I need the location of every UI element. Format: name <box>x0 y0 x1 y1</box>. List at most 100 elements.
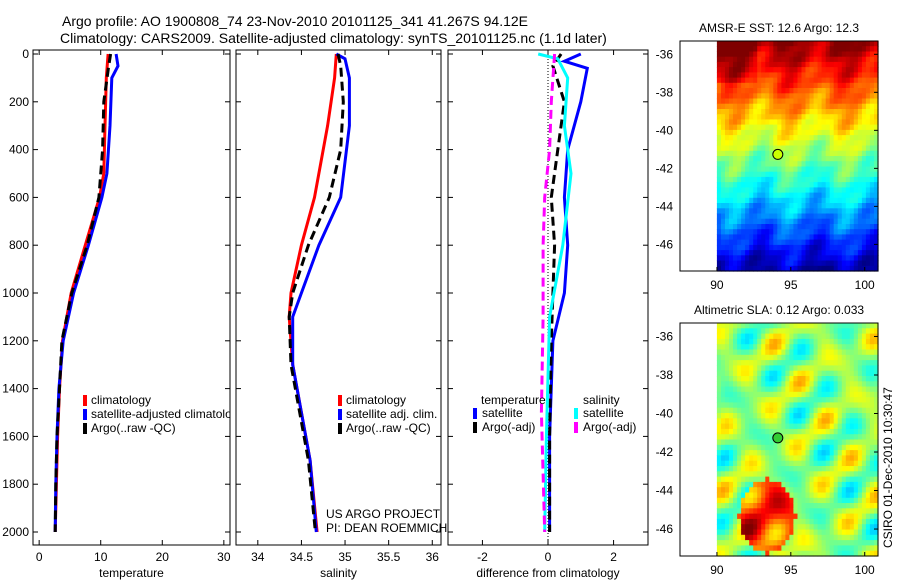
map-cell <box>861 550 867 557</box>
series-temperature-argo-adj- <box>548 53 566 532</box>
map-cell <box>829 455 835 462</box>
map-cell <box>869 187 875 194</box>
map-cell <box>793 444 798 451</box>
map-cell <box>721 460 726 467</box>
map-cell <box>749 250 754 256</box>
map-cell <box>773 250 778 256</box>
map-cell <box>769 471 774 478</box>
map-cell <box>861 540 867 546</box>
map-cell <box>721 260 726 267</box>
map-cell <box>813 103 819 110</box>
map-cell <box>817 540 823 546</box>
map-cell <box>874 418 879 425</box>
map-cell <box>793 460 798 467</box>
map-cell <box>853 444 859 451</box>
map-cell <box>741 260 746 267</box>
series-climatology <box>53 53 110 533</box>
map-cell <box>869 466 875 472</box>
map-cell <box>853 529 859 536</box>
legend-label: Argo(..raw -QC) <box>91 421 176 435</box>
map-cell <box>789 56 794 63</box>
map-cell <box>869 244 875 251</box>
map-cell <box>757 203 762 209</box>
map-cell <box>781 460 786 467</box>
map-cell <box>745 476 750 483</box>
map-cell <box>817 423 823 430</box>
map-cell <box>745 192 750 199</box>
map-cell <box>777 323 782 329</box>
map-cell <box>805 418 811 425</box>
map-cell <box>777 72 782 79</box>
map-cell <box>716 323 722 329</box>
map-cell <box>761 381 766 388</box>
map-cell <box>785 161 790 167</box>
map-cell <box>841 229 847 235</box>
map-cell <box>809 265 815 272</box>
map-cell <box>793 439 798 446</box>
map-cell <box>789 88 794 94</box>
map-cell <box>805 333 811 340</box>
map-cell <box>805 476 811 483</box>
map-cell <box>785 391 790 398</box>
map-cell <box>861 98 867 105</box>
map-cell <box>845 244 851 251</box>
map-cell <box>729 208 734 215</box>
map-cell <box>749 203 754 209</box>
legend-group-salinity: salinity <box>583 393 620 407</box>
map-cell <box>721 386 726 393</box>
map-cell <box>745 487 750 494</box>
map-cell <box>785 328 790 335</box>
map-cell <box>833 161 839 167</box>
map-cell <box>773 333 778 340</box>
map-cell <box>773 51 778 58</box>
map-cell <box>825 250 831 256</box>
y-tick-label: 1600 <box>2 429 29 443</box>
map-cell <box>825 370 831 377</box>
map-cell <box>809 109 815 115</box>
map-cell <box>716 434 722 441</box>
map-cell <box>849 455 855 462</box>
map-cell <box>829 386 835 393</box>
temperature-panel: 0 10 20 30020040060080010001200140016001800… <box>2 47 231 580</box>
map-cell <box>805 434 811 441</box>
map-cell <box>765 129 770 136</box>
map-cell <box>849 218 855 225</box>
map-cell <box>781 182 786 188</box>
map-cell <box>757 67 762 73</box>
map-cell <box>841 338 847 345</box>
map-cell <box>716 550 722 557</box>
map-cell <box>737 46 742 52</box>
map-cell <box>825 349 831 356</box>
map-cell <box>849 140 855 147</box>
map-cell <box>817 460 823 467</box>
map-cell <box>829 450 835 456</box>
map-cell <box>865 471 871 478</box>
map-cell <box>757 208 762 215</box>
map-cell <box>789 176 794 183</box>
map-cell <box>757 56 762 63</box>
map-cell <box>777 354 782 361</box>
map-cell <box>821 386 827 393</box>
map-cell <box>757 545 762 552</box>
map-cell <box>769 423 774 430</box>
map-cell <box>841 51 847 58</box>
map-cell <box>817 487 823 494</box>
map-cell <box>769 323 774 329</box>
project-credit: US ARGO PROJECT <box>326 507 441 521</box>
map-cell <box>813 145 819 152</box>
map-cell <box>825 450 831 456</box>
map-cell <box>761 234 766 241</box>
map-cell <box>849 114 855 120</box>
map-cell <box>849 161 855 167</box>
map-cell <box>753 407 758 414</box>
map-cell <box>793 450 798 456</box>
map-cell <box>869 145 875 152</box>
map-cell <box>737 197 742 204</box>
map-cell <box>809 67 815 73</box>
map-cell <box>837 114 843 120</box>
map-cell <box>805 166 811 173</box>
map-cell <box>833 187 839 194</box>
map-cell <box>821 529 827 536</box>
map-cell <box>817 434 823 441</box>
map-cell <box>769 428 774 435</box>
